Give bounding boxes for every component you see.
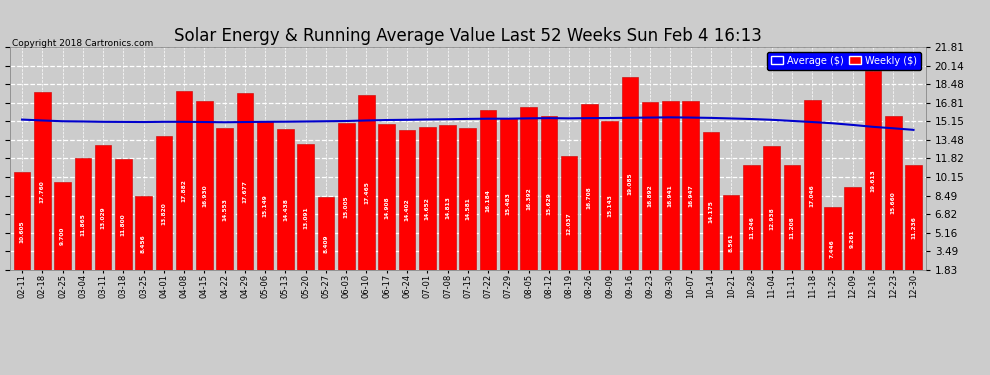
Text: 17.760: 17.760 bbox=[40, 180, 45, 203]
Bar bbox=[844, 187, 861, 290]
Bar bbox=[14, 172, 31, 290]
Text: 16.392: 16.392 bbox=[526, 188, 531, 210]
Text: 16.947: 16.947 bbox=[688, 184, 693, 207]
Text: 15.143: 15.143 bbox=[607, 195, 612, 217]
Bar bbox=[864, 71, 881, 290]
Bar bbox=[459, 128, 476, 290]
Bar bbox=[196, 101, 213, 290]
Bar bbox=[318, 196, 335, 290]
Text: 14.553: 14.553 bbox=[222, 198, 227, 220]
Bar bbox=[763, 146, 780, 290]
Text: 8.561: 8.561 bbox=[729, 233, 734, 252]
Text: 15.149: 15.149 bbox=[262, 195, 267, 217]
Bar bbox=[541, 116, 557, 290]
Bar bbox=[703, 132, 719, 290]
Text: 14.652: 14.652 bbox=[425, 197, 430, 220]
Bar bbox=[622, 77, 639, 290]
Bar bbox=[95, 145, 112, 290]
Bar bbox=[804, 100, 821, 290]
Text: Copyright 2018 Cartronics.com: Copyright 2018 Cartronics.com bbox=[12, 39, 153, 48]
Bar bbox=[723, 195, 740, 290]
Bar bbox=[682, 101, 699, 290]
Text: 15.483: 15.483 bbox=[506, 192, 511, 215]
Text: 11.800: 11.800 bbox=[121, 213, 126, 236]
Text: 15.660: 15.660 bbox=[891, 192, 896, 214]
Bar bbox=[136, 196, 151, 290]
Bar bbox=[176, 91, 192, 290]
Bar bbox=[217, 128, 233, 290]
Text: 13.091: 13.091 bbox=[303, 206, 308, 229]
Text: 11.236: 11.236 bbox=[911, 216, 916, 239]
Bar bbox=[419, 127, 436, 290]
Bar bbox=[662, 101, 679, 290]
Bar bbox=[560, 156, 577, 290]
Text: 9.261: 9.261 bbox=[850, 230, 855, 248]
Text: 14.402: 14.402 bbox=[405, 199, 410, 221]
Bar bbox=[885, 116, 902, 290]
Text: 14.813: 14.813 bbox=[446, 196, 450, 219]
Text: 9.700: 9.700 bbox=[60, 227, 65, 246]
Bar bbox=[601, 122, 618, 290]
Bar bbox=[378, 124, 395, 290]
Bar bbox=[480, 110, 496, 290]
Text: 17.882: 17.882 bbox=[181, 179, 187, 202]
Bar bbox=[34, 92, 50, 290]
Text: 8.409: 8.409 bbox=[324, 234, 329, 253]
Bar bbox=[256, 121, 273, 290]
Bar bbox=[500, 117, 517, 290]
Text: 10.605: 10.605 bbox=[20, 220, 25, 243]
Text: 16.930: 16.930 bbox=[202, 184, 207, 207]
Text: 11.865: 11.865 bbox=[80, 213, 85, 236]
Bar bbox=[521, 107, 537, 290]
Text: 14.175: 14.175 bbox=[709, 200, 714, 223]
Text: 14.438: 14.438 bbox=[283, 198, 288, 221]
Bar bbox=[440, 125, 455, 290]
Text: 16.708: 16.708 bbox=[587, 186, 592, 209]
Bar bbox=[54, 182, 71, 290]
Text: 14.908: 14.908 bbox=[384, 196, 389, 219]
Text: 11.208: 11.208 bbox=[789, 216, 794, 239]
Text: 11.246: 11.246 bbox=[748, 216, 754, 239]
Bar bbox=[237, 93, 253, 290]
Text: 19.613: 19.613 bbox=[870, 170, 875, 192]
Text: 16.184: 16.184 bbox=[485, 189, 490, 211]
Bar bbox=[642, 102, 658, 290]
Bar bbox=[277, 129, 294, 290]
Bar bbox=[743, 165, 759, 290]
Bar bbox=[358, 95, 375, 290]
Text: 13.820: 13.820 bbox=[161, 202, 166, 225]
Bar bbox=[74, 158, 91, 290]
Text: 15.629: 15.629 bbox=[546, 192, 551, 214]
Text: 16.892: 16.892 bbox=[647, 185, 652, 207]
Title: Solar Energy & Running Average Value Last 52 Weeks Sun Feb 4 16:13: Solar Energy & Running Average Value Las… bbox=[174, 27, 761, 45]
Bar bbox=[155, 136, 172, 290]
Bar bbox=[784, 165, 800, 290]
Text: 15.005: 15.005 bbox=[344, 195, 348, 218]
Text: 8.456: 8.456 bbox=[142, 234, 147, 253]
Bar bbox=[824, 207, 841, 290]
Text: 17.046: 17.046 bbox=[810, 184, 815, 207]
Legend: Average ($), Weekly ($): Average ($), Weekly ($) bbox=[767, 52, 921, 69]
Bar bbox=[297, 144, 314, 290]
Bar bbox=[581, 104, 598, 290]
Text: 16.941: 16.941 bbox=[668, 184, 673, 207]
Bar bbox=[399, 130, 415, 290]
Bar bbox=[905, 165, 922, 290]
Text: 17.677: 17.677 bbox=[243, 180, 248, 203]
Text: 17.465: 17.465 bbox=[364, 182, 369, 204]
Text: 13.029: 13.029 bbox=[101, 206, 106, 229]
Text: 12.938: 12.938 bbox=[769, 207, 774, 230]
Text: 14.581: 14.581 bbox=[465, 198, 470, 220]
Text: 7.446: 7.446 bbox=[830, 240, 835, 258]
Bar bbox=[115, 159, 132, 290]
Bar bbox=[338, 123, 354, 290]
Text: 19.085: 19.085 bbox=[628, 172, 633, 195]
Text: 12.037: 12.037 bbox=[566, 212, 571, 235]
